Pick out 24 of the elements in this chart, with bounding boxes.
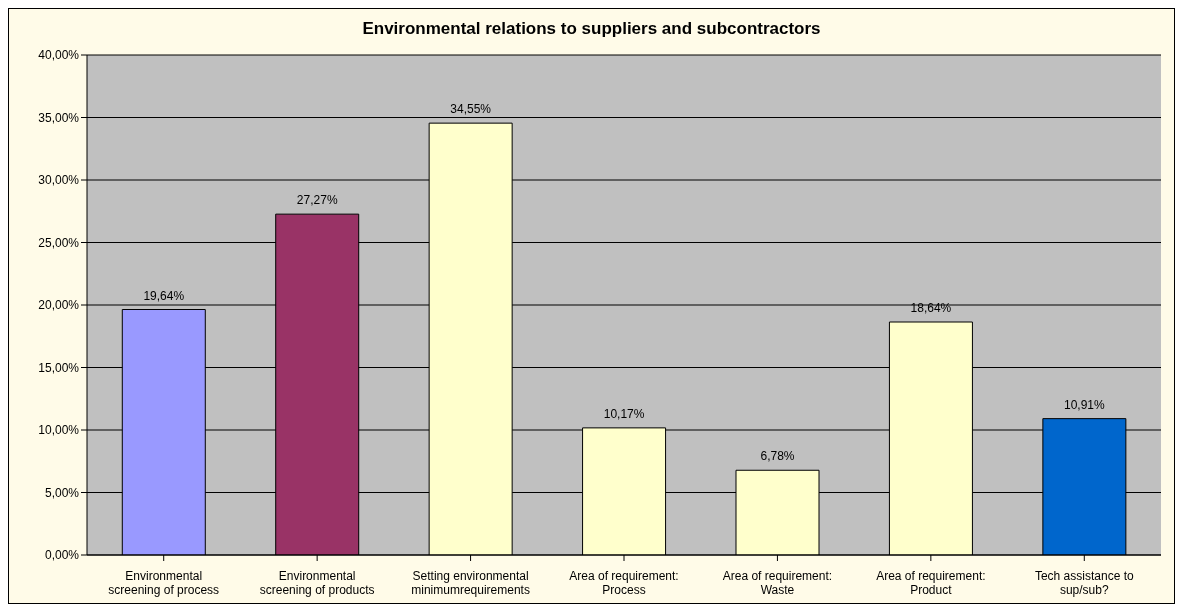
y-tick-label: 15,00% <box>38 360 80 375</box>
y-tick-label: 0,00% <box>44 548 80 563</box>
data-label: 10,91% <box>1064 397 1106 412</box>
x-tick-label: Area of requirement: Waste <box>722 568 833 598</box>
y-tick-label: 25,00% <box>38 235 80 250</box>
y-tick-label: 40,00% <box>38 48 80 63</box>
data-label: 19,64% <box>143 288 185 303</box>
data-label: 27,27% <box>296 193 338 208</box>
x-tick-label: Tech assistance to sup/sub? <box>1034 568 1134 598</box>
y-tick-label: 30,00% <box>38 173 80 188</box>
data-label: 10,17% <box>603 406 645 421</box>
chart-title: Environmental relations to suppliers and subcontractors <box>361 18 822 40</box>
x-tick-label: Setting environmental minimumrequirements <box>411 568 530 598</box>
data-label: 34,55% <box>450 102 492 117</box>
x-tick-label: Area of requirement: Product <box>876 568 986 598</box>
x-tick-label: Area of requirement: Process <box>569 568 679 598</box>
y-tick-label: 20,00% <box>38 298 80 313</box>
data-label: 18,64% <box>910 301 952 315</box>
data-label: 6,78% <box>760 449 795 464</box>
y-tick-label: 10,00% <box>38 423 80 438</box>
x-tick-label: Environmental screening of process <box>108 568 220 598</box>
y-tick-label: 35,00% <box>38 110 80 125</box>
y-tick-label: 5,00% <box>44 485 80 500</box>
x-tick-label: Environmental screening of products <box>259 568 375 598</box>
